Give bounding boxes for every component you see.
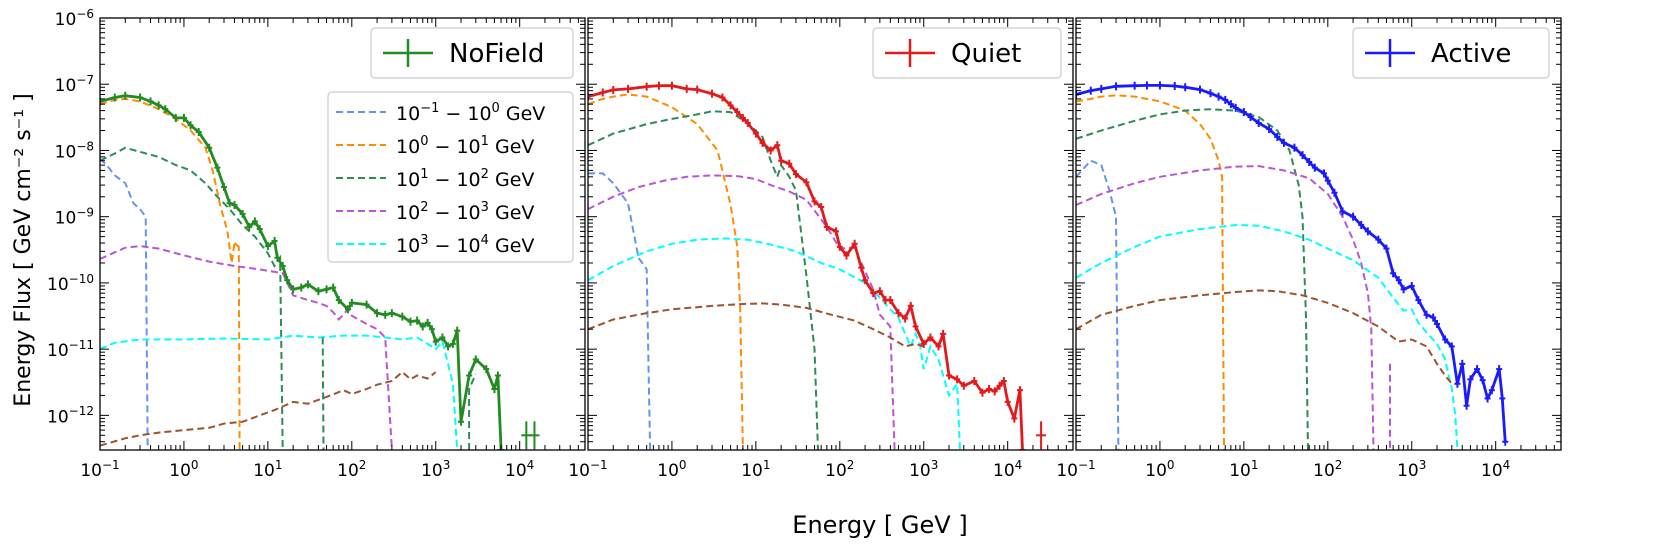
legend-label: Active	[1431, 39, 1511, 69]
component-curve	[588, 302, 924, 348]
component-curve	[1076, 223, 1459, 450]
x-tick-label: 100	[1145, 458, 1174, 481]
panel-legends: NoField Quiet Active	[370, 27, 1550, 79]
legend-quiet: Quiet	[872, 27, 1062, 79]
total-flux-line	[588, 84, 1024, 450]
x-tick-label: 101	[253, 458, 282, 481]
x-axis-label: Energy [ GeV ]	[792, 511, 967, 539]
component-curve	[588, 174, 896, 450]
legend-row: 100 − 101 GeV	[336, 134, 534, 158]
component-curve	[1076, 289, 1453, 385]
x-tick-label: 104	[993, 458, 1022, 481]
legend-box	[872, 27, 1062, 79]
axes-frame	[1075, 17, 1562, 451]
legend-row: 103 − 104 GeV	[336, 233, 534, 257]
legend-label: Quiet	[951, 39, 1021, 69]
x-tick-label: 101	[741, 458, 770, 481]
legend-label: 103 − 104 GeV	[396, 233, 534, 257]
legend-label: NoField	[449, 39, 544, 69]
legend-label: 10−1 − 100 GeV	[396, 101, 545, 125]
x-tick-label: 102	[1313, 458, 1342, 481]
plot-area	[588, 81, 1047, 450]
component-curve	[1076, 159, 1120, 450]
component-curve	[1076, 165, 1375, 450]
x-tick-label: 10−1	[568, 458, 607, 481]
component-curve	[100, 146, 284, 450]
y-axis-label: Energy Flux [ GeV cm⁻² s⁻¹ ]	[11, 93, 36, 406]
legend-row: 101 − 102 GeV	[336, 167, 534, 191]
component-curve	[588, 172, 652, 450]
component-curve	[321, 337, 325, 450]
total-flux-line	[1076, 84, 1507, 442]
x-tick-label: 102	[337, 458, 366, 481]
component-curve	[100, 97, 241, 450]
ticks	[99, 17, 586, 451]
x-tick-label: 103	[909, 458, 938, 481]
legend-label: 100 − 101 GeV	[396, 134, 534, 158]
plot-area	[1076, 81, 1509, 450]
panels: 10−1 100 101 102 103 104 10−12 10−11 10−10 10−9 10…	[47, 7, 1562, 481]
panel-nofield: 10−1 100 101 102 103 104 10−12 10−11 10−10 10−9 10…	[47, 7, 586, 481]
component-curve	[588, 237, 961, 450]
legend-box	[370, 27, 574, 79]
x-tick-label: 100	[657, 458, 686, 481]
y-tick-label: 10−8	[55, 139, 94, 162]
component-legend: 10−1 − 100 GeV 100 − 101 GeV 101 − 102 GeV…	[327, 91, 574, 263]
y-tick-label: 10−9	[55, 206, 94, 229]
component-curve	[100, 245, 393, 450]
y-tick-label: 10−10	[47, 272, 94, 295]
axes-frame	[587, 17, 1074, 451]
x-tick-label: 103	[1397, 458, 1426, 481]
x-tick-label: 104	[1481, 458, 1510, 481]
component-curve	[1076, 108, 1309, 450]
ticks	[587, 17, 1074, 451]
legend-label: 101 − 102 GeV	[396, 167, 534, 191]
legend-row: 102 − 103 GeV	[336, 200, 534, 224]
axes-frame	[99, 17, 586, 451]
component-curve	[100, 370, 437, 447]
y-tick-label: 10−12	[47, 404, 94, 427]
component-curve	[588, 110, 819, 450]
panel-quiet: 10−1 100 101 102 103 104	[568, 17, 1074, 481]
y-tick-label: 10−7	[55, 73, 94, 96]
legend-active: Active	[1352, 27, 1550, 79]
panel-active: 10−1 100 101 102 103 104	[1056, 17, 1562, 481]
component-curve	[1076, 94, 1225, 450]
component-curve	[588, 93, 744, 450]
x-tick-label: 10−1	[1056, 458, 1095, 481]
component-curve	[100, 334, 459, 450]
ticks	[1075, 17, 1562, 451]
y-tick-label: 10−6	[55, 7, 94, 30]
legend-box	[1352, 27, 1550, 79]
y-tick-label: 10−11	[47, 338, 94, 361]
x-tick-label: 102	[825, 458, 854, 481]
x-tick-label: 10−1	[80, 458, 119, 481]
x-tick-label: 104	[505, 458, 534, 481]
x-tick-label: 103	[421, 458, 450, 481]
component-curve	[100, 157, 149, 450]
component-curve	[233, 242, 240, 248]
legend-row: 10−1 − 100 GeV	[336, 101, 545, 125]
x-tick-label: 101	[1229, 458, 1258, 481]
x-tick-label: 100	[169, 458, 198, 481]
legend-box	[327, 91, 574, 263]
legend-label: 102 − 103 GeV	[396, 200, 534, 224]
plot-area	[100, 91, 540, 450]
legend-nofield: NoField	[370, 27, 574, 79]
component-curve	[468, 373, 477, 450]
